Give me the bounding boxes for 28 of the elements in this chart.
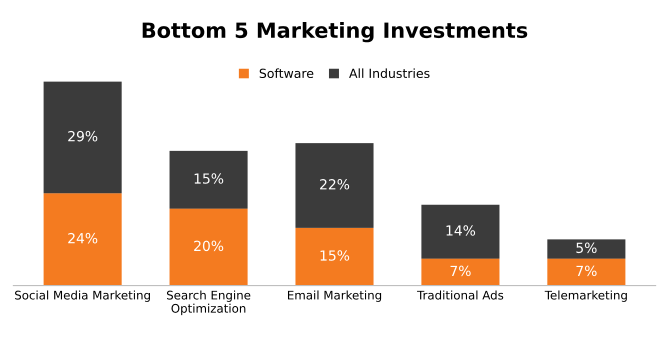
bar [44, 82, 122, 194]
legend-label: Software [260, 68, 314, 78]
data-label: 7% [576, 266, 597, 276]
bar [170, 208, 248, 286]
bar [421, 258, 500, 286]
chart-title: Bottom 5 Marketing Investments [142, 22, 528, 42]
x-tick-label: Search Engine Optimization [166, 290, 250, 316]
x-tick-label: Telemarketing [544, 290, 627, 302]
data-label: 29% [68, 130, 98, 142]
bar [295, 228, 374, 286]
data-label: 24% [68, 232, 98, 244]
x-tick-label: Email Marketing [288, 290, 382, 302]
data-label: 15% [194, 173, 224, 184]
bar [44, 193, 122, 286]
data-label: 14% [446, 225, 476, 236]
legend-label: All Industries [349, 68, 430, 78]
bar [170, 150, 248, 209]
x-tick-label: Traditional Ads [417, 290, 504, 300]
bar [295, 143, 374, 228]
data-label: 20% [194, 240, 224, 252]
data-label: 15% [320, 250, 350, 261]
x-tick-label: Social Media Marketing [15, 290, 150, 302]
data-label: 7% [450, 266, 471, 276]
data-label: 22% [320, 179, 350, 190]
bar [547, 239, 626, 259]
bar [421, 204, 500, 259]
data-label: 5% [576, 242, 597, 254]
bar [547, 258, 626, 286]
